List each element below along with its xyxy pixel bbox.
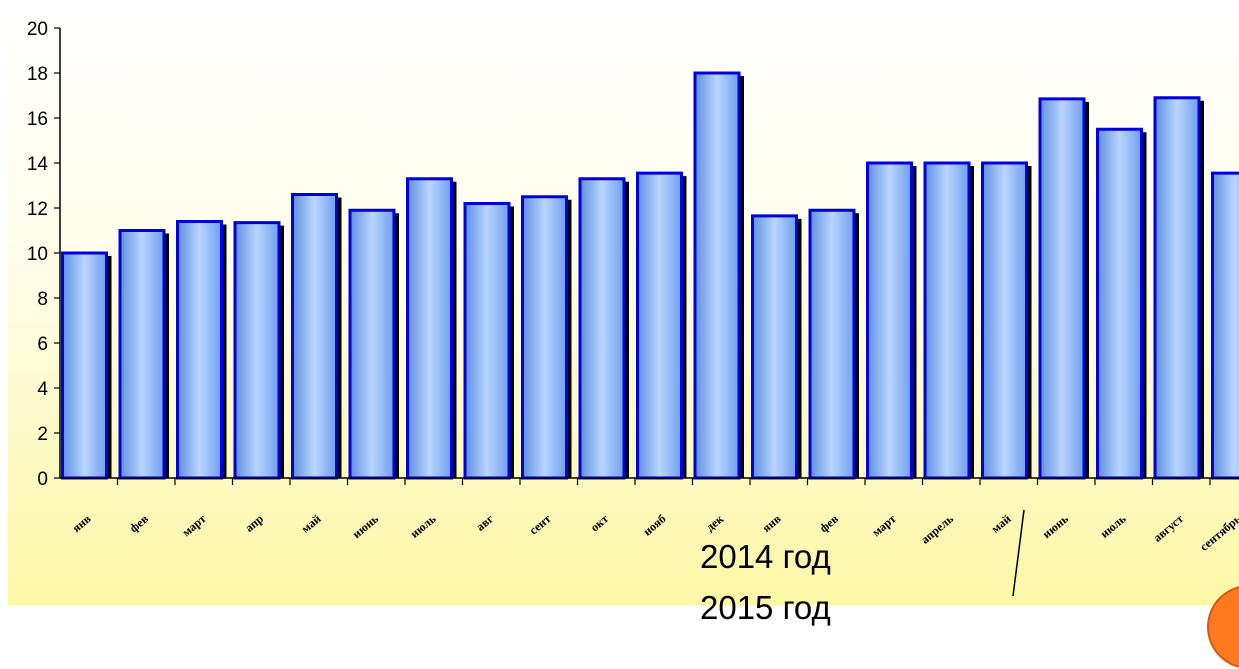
x-tick-label: март — [869, 512, 898, 540]
bar — [235, 223, 279, 478]
y-axis: 0 2 4 6 8 10 12 14 16 18 20 — [27, 19, 60, 490]
y-tick-label: 12 — [27, 199, 48, 220]
year-2015-label: 2015 год — [700, 589, 831, 627]
y-tick-label: 6 — [37, 334, 48, 355]
year-2014-label: 2014 год — [700, 538, 831, 576]
bar — [695, 73, 739, 478]
bar — [178, 222, 222, 479]
y-tick-label: 0 — [37, 469, 48, 490]
y-tick-label: 4 — [37, 379, 48, 400]
bar — [350, 210, 394, 478]
x-tick-label: июнь — [1040, 511, 1072, 541]
bar — [925, 163, 969, 478]
x-tick-label: май — [298, 512, 323, 536]
x-tick-label: дек — [703, 512, 726, 535]
bar — [638, 173, 682, 478]
x-tick-label: фев — [127, 511, 152, 535]
bar — [1098, 129, 1142, 478]
bar — [753, 216, 797, 478]
bar — [1040, 99, 1084, 478]
x-tick-label: авг — [473, 511, 496, 534]
x-tick-label: июль — [407, 511, 439, 541]
bar — [868, 163, 912, 478]
x-tick-label: июль — [1097, 511, 1129, 541]
y-tick-label: 8 — [37, 289, 48, 310]
x-tick-label: апр — [242, 511, 266, 534]
y-tick-label: 14 — [27, 154, 49, 175]
x-tick-label: нояб — [640, 512, 668, 539]
x-tick-label: янв — [69, 511, 94, 535]
bar — [810, 210, 854, 478]
y-tick-label: 18 — [27, 64, 48, 85]
x-axis: янв фев март апр май июнь июль авг сент окт нояб де… — [60, 478, 1239, 554]
y-tick-label: 16 — [27, 109, 48, 130]
y-tick-label: 20 — [27, 19, 48, 40]
bar — [983, 163, 1027, 478]
y-tick-label: 10 — [27, 244, 48, 265]
x-tick-label: сент — [526, 512, 553, 538]
bar — [408, 179, 452, 478]
bar — [523, 197, 567, 478]
x-tick-label: сентябрь — [1197, 511, 1239, 554]
y-tick-label: 2 — [37, 424, 48, 445]
x-tick-label: август — [1150, 512, 1186, 545]
bar — [1155, 98, 1199, 478]
bar — [120, 231, 164, 479]
x-tick-label: фев — [817, 511, 842, 535]
bar — [465, 204, 509, 479]
x-tick-label: апрель — [918, 511, 956, 546]
x-tick-label: май — [988, 512, 1013, 536]
x-tick-label: янв — [759, 511, 784, 535]
x-tick-label: июнь — [350, 511, 382, 541]
bars — [63, 73, 1239, 478]
bar — [293, 195, 337, 479]
bar — [580, 179, 624, 478]
bar — [1213, 173, 1239, 478]
bar — [63, 253, 107, 478]
x-tick-label: март — [179, 512, 208, 540]
x-tick-label: окт — [588, 512, 611, 535]
